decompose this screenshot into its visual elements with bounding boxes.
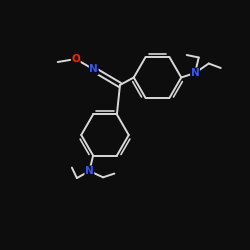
Text: N: N	[90, 64, 98, 74]
Text: O: O	[72, 54, 80, 64]
Text: N: N	[191, 68, 200, 78]
Text: N: N	[85, 166, 94, 176]
